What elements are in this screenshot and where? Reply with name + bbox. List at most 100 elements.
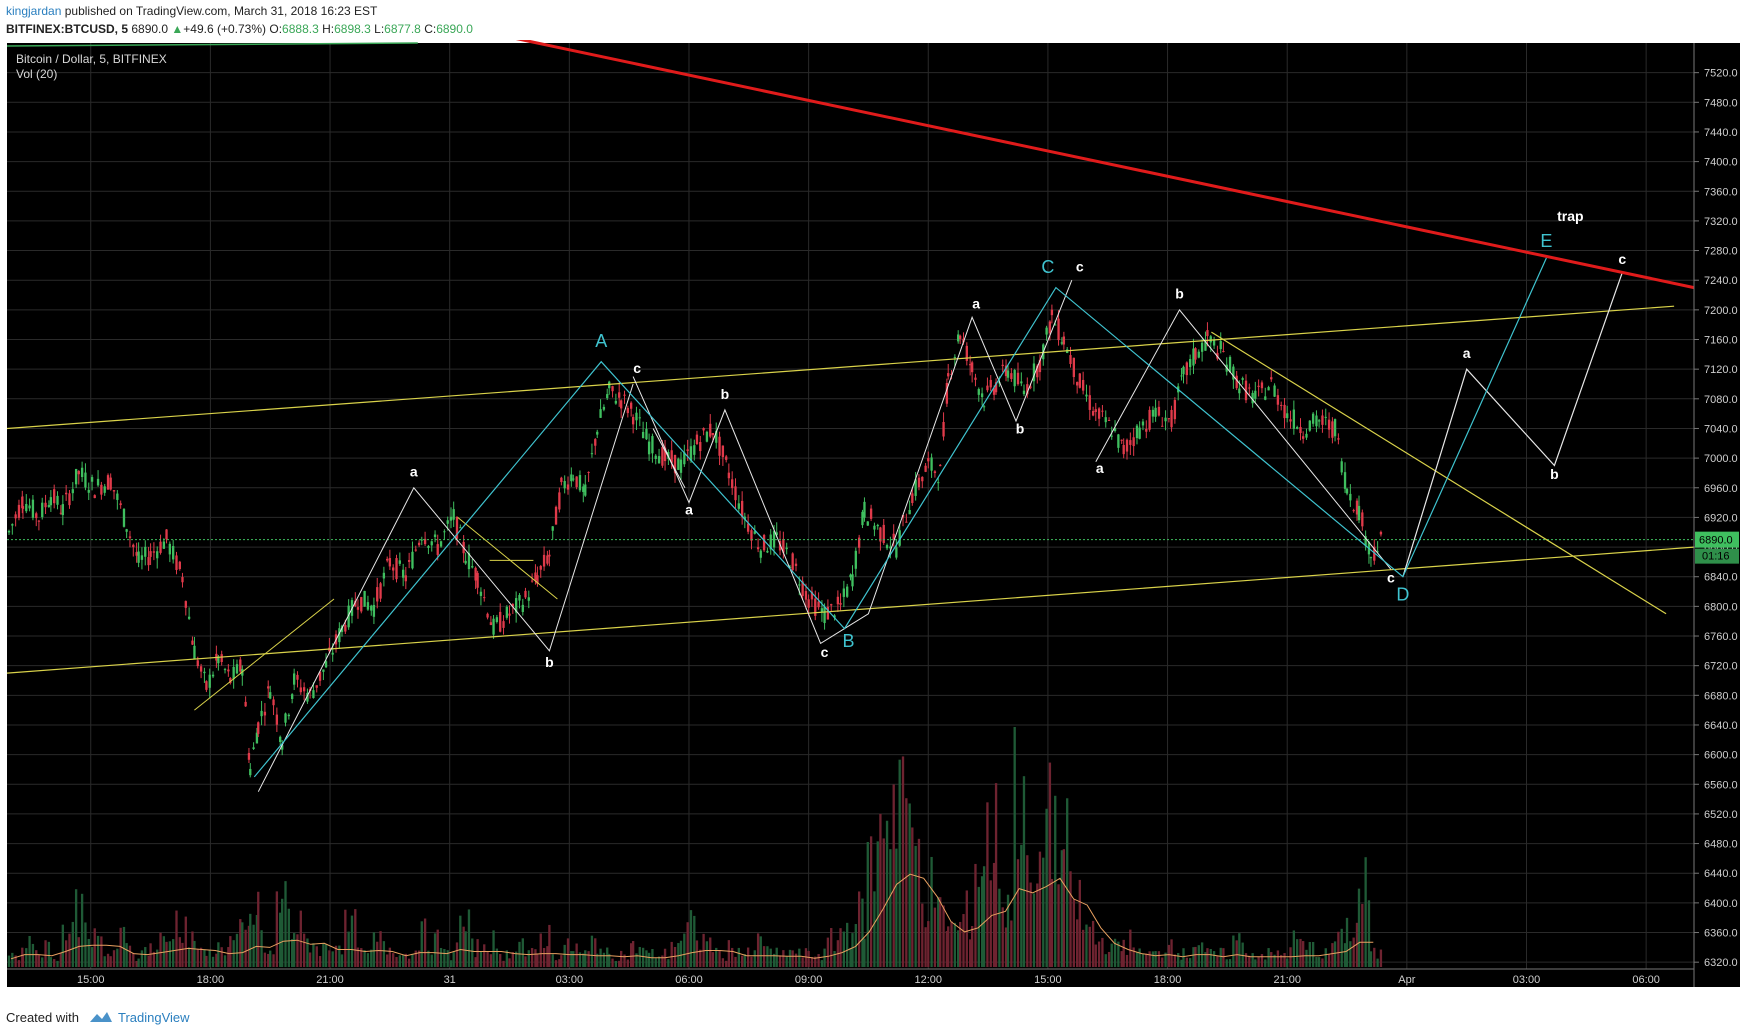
volume-bar [318, 956, 322, 967]
candle-body [96, 478, 100, 486]
volume-bar [942, 905, 945, 967]
volume-bar [721, 958, 725, 967]
time-tick-label: 06:00 [675, 974, 703, 986]
candle-body [1173, 400, 1177, 420]
volume-bar [1001, 907, 1004, 967]
volume-bar [1057, 884, 1060, 967]
candle-body [1054, 324, 1057, 326]
author-link[interactable]: kingjardan [6, 4, 62, 18]
candle-body [379, 583, 382, 599]
candle-body [404, 575, 407, 582]
volume-bar [1376, 958, 1379, 967]
volume-bar [1343, 943, 1347, 967]
candle-body [836, 596, 840, 605]
volume-bar [560, 955, 563, 967]
price-tick-label: 6600.0 [1704, 750, 1738, 762]
volume-bar [1194, 946, 1197, 967]
candle-body [933, 471, 937, 474]
volume-bar [420, 921, 423, 967]
price-tick-label: 7200.0 [1704, 305, 1738, 317]
candle-body [53, 489, 56, 504]
volume-bar [667, 959, 670, 967]
cyan-wave-line [253, 257, 1547, 778]
candle-body [28, 505, 31, 509]
candle-body [705, 431, 709, 442]
high-value: 6898.3 [334, 22, 371, 36]
candle-body [924, 465, 927, 472]
time-tick-label: 18:00 [197, 974, 225, 986]
candle-body [823, 607, 826, 624]
candle-body [766, 550, 769, 553]
candle-body [144, 546, 147, 557]
volume-bar [287, 908, 290, 967]
descending-yellow-line [1211, 331, 1667, 615]
price-chart[interactable]: A B C D Ea b c a b c a b c a b c a b c trap 6320.0 6360.0 640… [0, 23, 1746, 1000]
candle-body [255, 732, 259, 744]
candle-body [388, 558, 392, 567]
candle-body [132, 544, 135, 548]
volume-bar [1216, 955, 1219, 967]
tradingview-link[interactable]: TradingView [118, 1010, 190, 1025]
volume-bar [882, 838, 885, 967]
volume-bar [61, 924, 64, 967]
candle-body [1280, 404, 1283, 406]
candle-body [1373, 546, 1376, 561]
candle-body [801, 581, 804, 597]
volume-bar [968, 939, 972, 967]
volume-bar [578, 952, 582, 967]
volume-bar [241, 922, 244, 967]
candle-body [84, 472, 87, 488]
yellow-segment [194, 598, 335, 711]
volume-bar [1029, 882, 1032, 967]
volume-bar [753, 950, 756, 967]
price-tick-label: 7280.0 [1704, 246, 1738, 258]
candle-body [817, 601, 820, 608]
volume-bar [1225, 959, 1228, 967]
time-axis[interactable]: 15:00 18:00 21:00 31 03:00 06:00 09:00 12:00 15:… [7, 968, 1694, 986]
volume-bar [446, 950, 449, 967]
volume-bar [340, 954, 344, 967]
volume-bar [1066, 798, 1069, 967]
candle-body [1197, 351, 1200, 358]
volume-bar [227, 947, 230, 967]
volume-bar [467, 909, 471, 967]
price-axis[interactable]: 6320.0 6360.0 6400.0 6440.0 6480.0 6520.0 6560… [1693, 43, 1740, 987]
volume-bar [35, 950, 38, 967]
candle-body [61, 504, 64, 516]
candle-body [1244, 380, 1248, 401]
candle-body [203, 671, 206, 674]
white-wave-line [257, 383, 634, 792]
candle-body [1289, 419, 1292, 422]
candle-body [56, 495, 59, 505]
volume-bar [235, 933, 239, 967]
candle-body [87, 489, 90, 493]
volume-bar [443, 949, 446, 967]
candle-body [1327, 419, 1331, 430]
candle-body [1270, 377, 1273, 380]
volume-bar [299, 910, 302, 967]
candle-body [1091, 410, 1095, 416]
candle-body [407, 559, 411, 562]
volume-bar [647, 952, 651, 967]
volume-bar [623, 954, 626, 967]
candle-body [275, 714, 279, 725]
volume-bar [895, 848, 898, 967]
volume-bar [505, 950, 509, 967]
candle-body [417, 542, 421, 546]
candle-body [1170, 409, 1173, 428]
candle-body [1283, 404, 1286, 419]
plot-area[interactable] [7, 43, 1694, 987]
candle-body [663, 447, 667, 462]
candle-body [1254, 390, 1257, 399]
candle-body [846, 586, 849, 597]
symbol-label: BITFINEX:BTCUSD, 5 [6, 22, 129, 36]
volume-bar [205, 955, 208, 967]
price-tick-label: 7240.0 [1704, 275, 1738, 287]
volume-bar [1264, 959, 1267, 967]
wave-label-c: c [821, 644, 829, 660]
volume-bar [788, 949, 792, 967]
candle-body [68, 493, 71, 506]
candle-body [1072, 357, 1076, 378]
candle-body [229, 678, 232, 684]
